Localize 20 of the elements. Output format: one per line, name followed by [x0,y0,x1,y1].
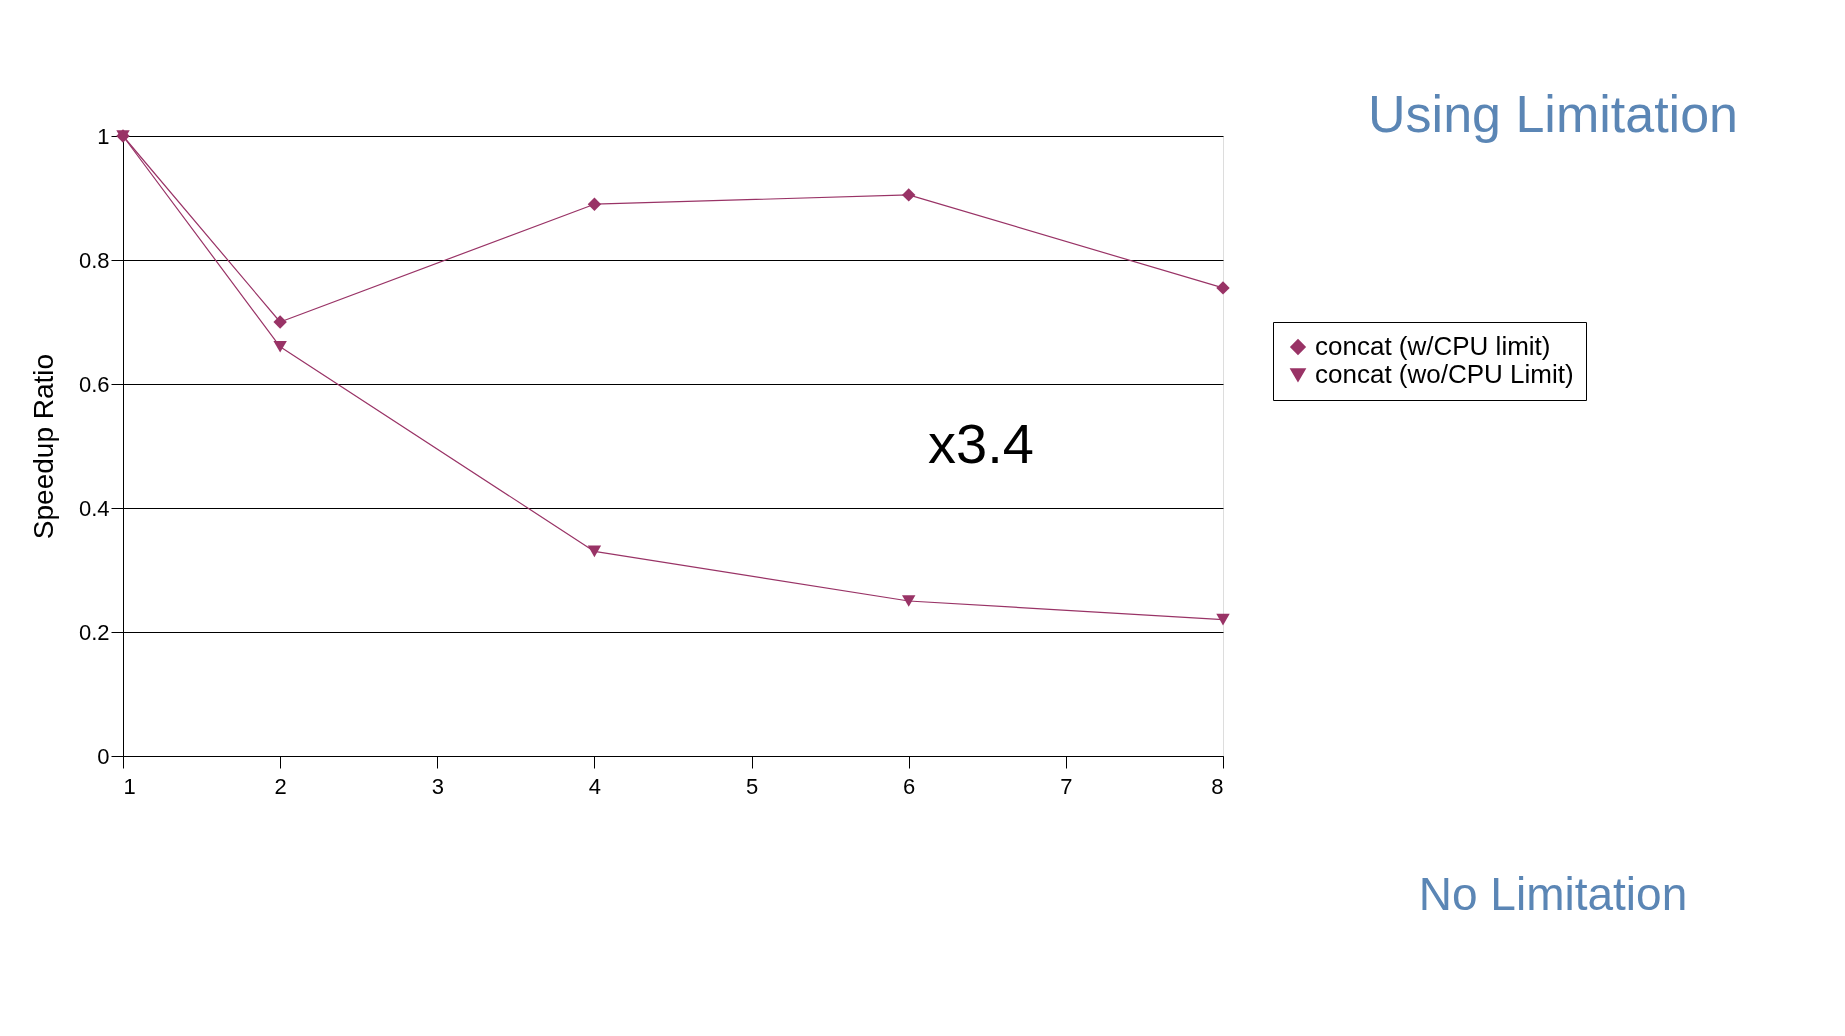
y-tick-label: 0.2 [78,619,110,645]
y-tick-label: 0 [97,743,110,769]
y-axis-title: Speedup Ratio [27,353,59,540]
y-tick-label: 0.8 [78,247,110,273]
legend-label: concat (w/CPU limit) [1315,331,1551,361]
annotation: x3.4 [928,412,1034,475]
x-tick-label: 1 [123,773,136,799]
text: No Limitation [1418,868,1688,920]
x-tick-label: 2 [274,773,287,799]
y-tick-label: 0.6 [78,371,110,397]
x-tick-label: 6 [903,773,916,799]
y-tick-label: 0.4 [78,495,110,521]
x-tick-label: 7 [1060,773,1073,799]
x-tick-label: 5 [745,773,759,799]
x-tick-label: 3 [431,773,444,799]
y-tick-label: 1 [97,123,110,149]
x-tick-label: 8 [1211,773,1224,799]
legend-label: concat (wo/CPU Limit) [1315,359,1574,389]
text: Using Limitation [1368,85,1738,143]
x-tick-label: 4 [588,773,602,799]
